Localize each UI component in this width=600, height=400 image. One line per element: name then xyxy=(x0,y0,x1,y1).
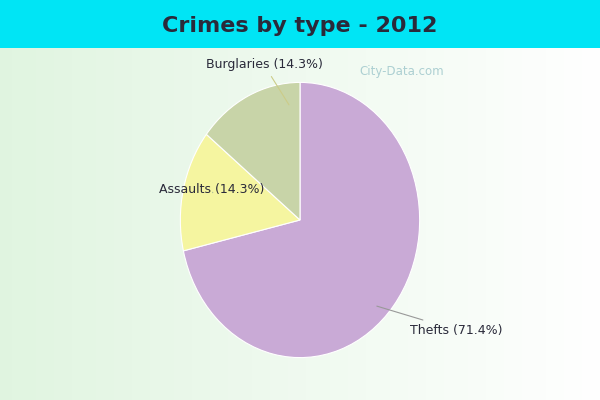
Wedge shape xyxy=(206,82,300,220)
Wedge shape xyxy=(184,82,419,358)
Text: City-Data.com: City-Data.com xyxy=(359,65,443,78)
Text: Burglaries (14.3%): Burglaries (14.3%) xyxy=(206,58,323,105)
Text: Thefts (71.4%): Thefts (71.4%) xyxy=(377,306,503,336)
Text: Crimes by type - 2012: Crimes by type - 2012 xyxy=(163,16,437,36)
Wedge shape xyxy=(181,134,300,251)
Text: Assaults (14.3%): Assaults (14.3%) xyxy=(159,183,264,196)
